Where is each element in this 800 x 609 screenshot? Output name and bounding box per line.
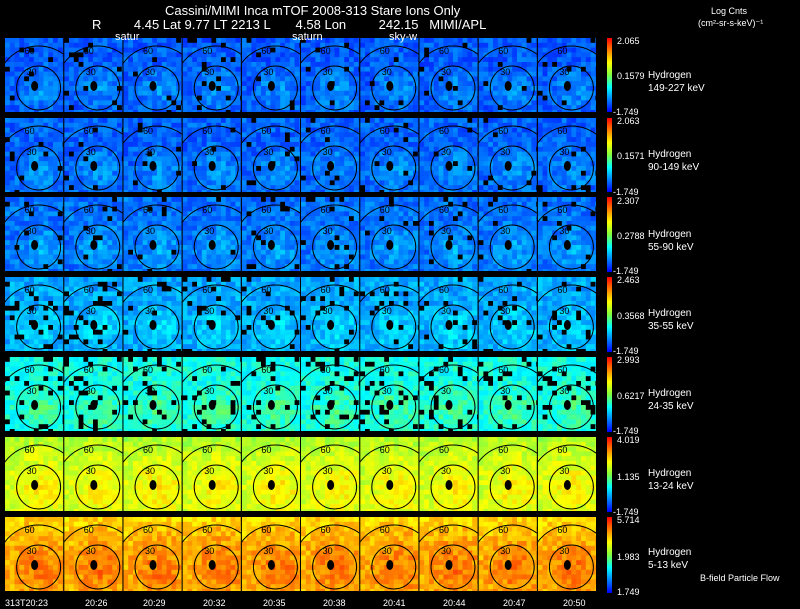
colorbar-max: 2.993 xyxy=(617,355,640,365)
colorbar-mid: 0.2788 xyxy=(617,231,645,241)
energy-range-label: 90-149 keV xyxy=(648,161,699,175)
colorbar-mid: 0.1571 xyxy=(617,151,645,161)
svg-text:60: 60 xyxy=(84,46,94,56)
time-label: 20:44 xyxy=(443,598,466,608)
colorbar xyxy=(607,38,612,112)
species-label: Hydrogen xyxy=(648,307,691,321)
colorbar-mid: 0.6217 xyxy=(617,391,645,401)
svg-text:30: 30 xyxy=(27,67,37,77)
colorbar-mid: 1.983 xyxy=(617,552,640,562)
colorbar-min: 1.749 xyxy=(617,587,640,597)
colorbar xyxy=(607,277,612,352)
time-label: 313T20:23 xyxy=(5,598,48,608)
colorbar-mid: 1.135 xyxy=(617,472,640,482)
species-label: Hydrogen xyxy=(648,467,691,481)
colorbar-max: 5.714 xyxy=(617,515,640,525)
colorbar-max: 2.063 xyxy=(617,116,640,126)
energy-range-label: 55-90 keV xyxy=(648,241,694,255)
colorbar-max: 2.065 xyxy=(617,36,640,46)
time-label: 20:38 xyxy=(323,598,346,608)
footer-note: B-field Particle Flow xyxy=(700,573,780,583)
time-label: 20:29 xyxy=(143,598,166,608)
colorbar-mid: 0.1579 xyxy=(617,71,645,81)
colorbar xyxy=(607,437,612,512)
energy-range-label: 24-35 keV xyxy=(648,400,694,414)
svg-text:30: 30 xyxy=(86,67,96,77)
svg-text:60: 60 xyxy=(25,46,35,56)
colorbar-max: 4.019 xyxy=(617,435,640,445)
time-label: 20:26 xyxy=(85,598,108,608)
species-label: Hydrogen xyxy=(648,148,691,162)
species-label: Hydrogen xyxy=(648,228,691,242)
colorbar xyxy=(607,357,612,432)
marker-satur: satur xyxy=(115,31,139,43)
marker-saturn: saturn xyxy=(292,31,323,43)
colorbar xyxy=(607,517,612,593)
time-label: 20:41 xyxy=(383,598,406,608)
colorbar-max: 2.307 xyxy=(617,196,640,206)
svg-text:30: 30 xyxy=(145,67,155,77)
marker-sky-w: sky-w xyxy=(389,31,417,43)
time-label: 20:32 xyxy=(203,598,226,608)
time-label: 20:47 xyxy=(503,598,526,608)
colorbar-max: 2.463 xyxy=(617,275,640,285)
colorbar-mid: 0.3568 xyxy=(617,311,645,321)
colorbar xyxy=(607,197,612,272)
energy-range-label: 35-55 keV xyxy=(648,320,694,334)
species-label: Hydrogen xyxy=(648,69,691,83)
species-label: Hydrogen xyxy=(648,546,691,560)
species-label: Hydrogen xyxy=(648,387,691,401)
energy-range-label: 149-227 keV xyxy=(648,82,705,96)
svg-text:60: 60 xyxy=(143,46,153,56)
energy-range-label: 13-24 keV xyxy=(648,480,694,494)
time-label: 20:35 xyxy=(263,598,286,608)
energy-range-label: 5-13 keV xyxy=(648,559,688,573)
time-label: 20:50 xyxy=(563,598,586,608)
colorbar xyxy=(607,118,612,192)
